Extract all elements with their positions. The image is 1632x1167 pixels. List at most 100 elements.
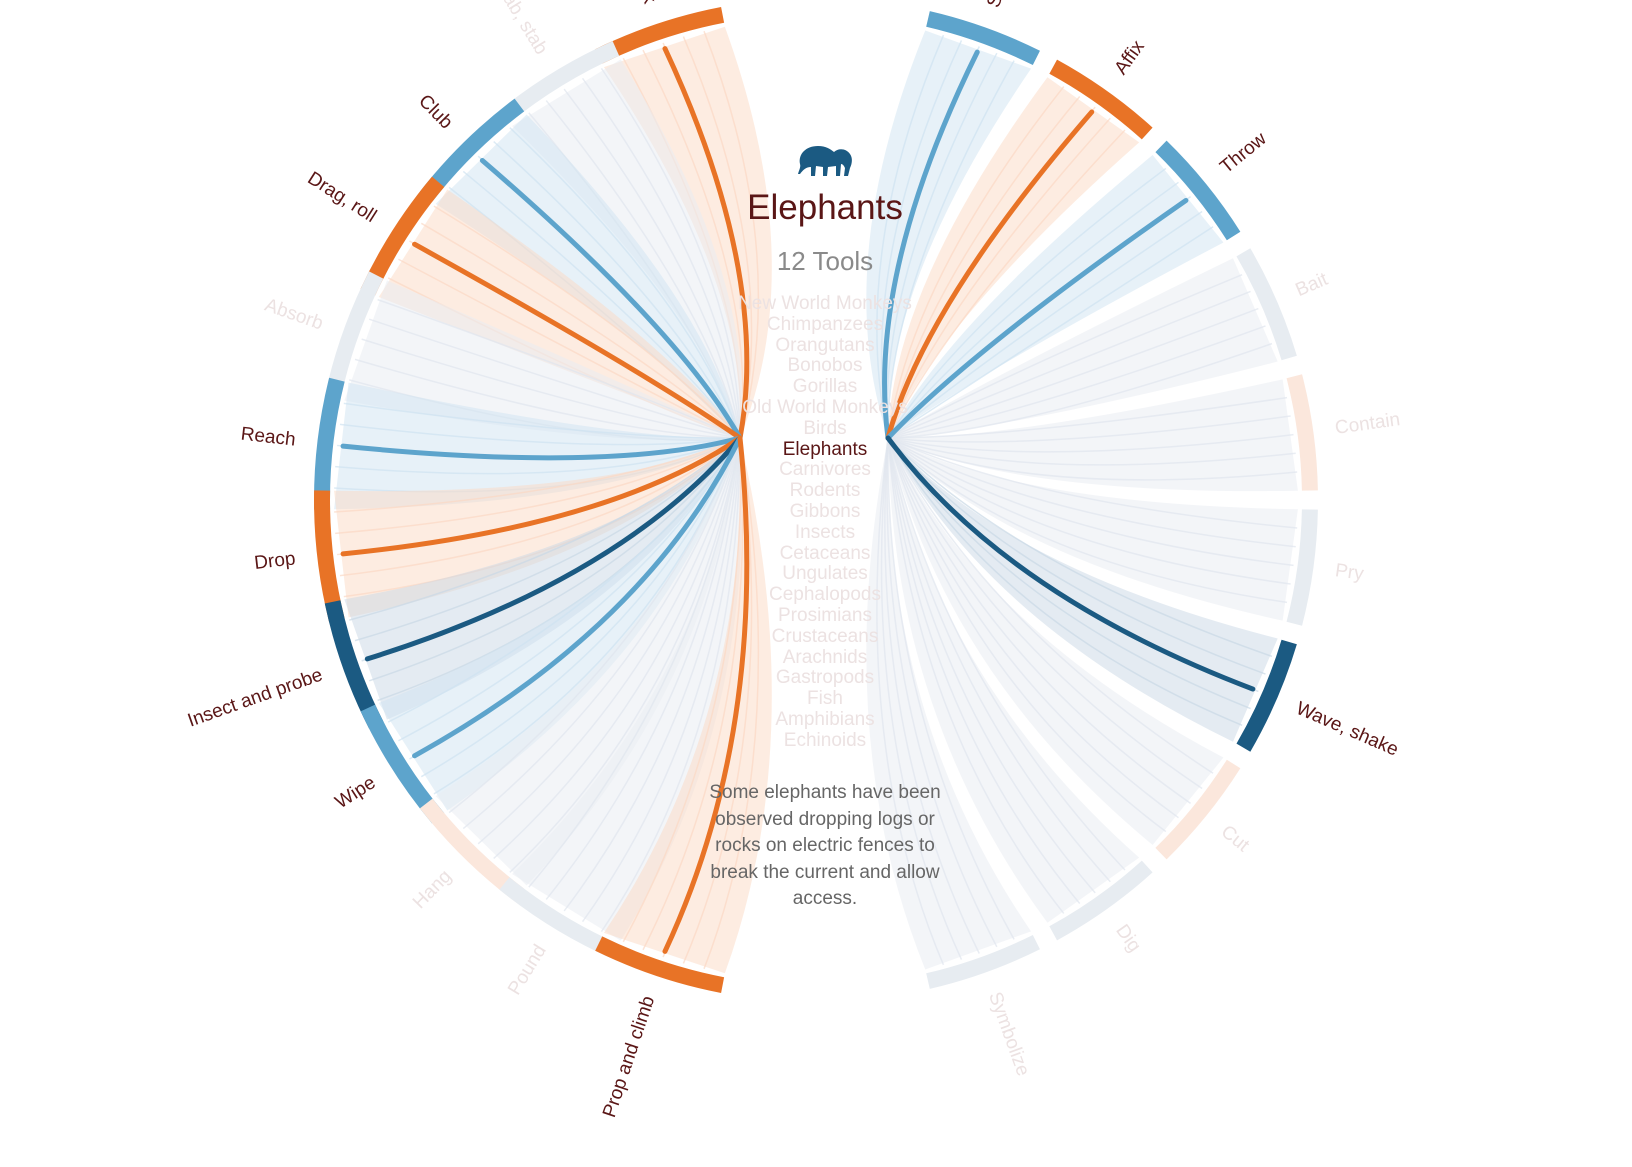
tool-strand xyxy=(887,437,1192,804)
tool-label[interactable]: Pry xyxy=(1334,560,1366,585)
elephant-link-line xyxy=(882,49,980,441)
tool-strand xyxy=(887,437,1266,675)
tool-label[interactable]: Insect and probe xyxy=(185,665,325,732)
tool-arc[interactable] xyxy=(1286,509,1318,626)
tool-strand xyxy=(377,298,741,439)
species-item[interactable]: Echinoids xyxy=(783,729,867,751)
tool-arc[interactable] xyxy=(1049,59,1153,140)
tool-arc[interactable] xyxy=(314,490,345,623)
tool-strand xyxy=(887,437,1243,726)
species-item[interactable]: Cetaceans xyxy=(779,542,871,564)
tool-ribbon xyxy=(888,258,1278,438)
tool-strand xyxy=(887,325,1266,439)
tool-label[interactable]: Block xyxy=(625,0,660,7)
tool-strand xyxy=(887,167,1167,439)
tool-strand xyxy=(462,437,741,830)
tool-label[interactable]: Wipe xyxy=(332,772,380,813)
species-item[interactable]: Arachnids xyxy=(782,646,868,668)
tool-strand xyxy=(477,437,741,845)
tool-label[interactable]: Jab, stab xyxy=(493,0,551,58)
ribbon-layer xyxy=(334,26,1298,974)
tool-strand xyxy=(887,437,1203,790)
tool-label[interactable]: Dig xyxy=(1111,921,1145,956)
tool-ribbon xyxy=(888,77,1140,438)
tool-ribbon xyxy=(344,280,740,441)
tool-strand xyxy=(887,226,1214,439)
tool-arc[interactable] xyxy=(1286,374,1318,491)
tool-strand xyxy=(398,258,741,439)
species-item[interactable]: Cephalopods xyxy=(769,584,881,606)
tool-strand xyxy=(420,437,741,778)
tool-label[interactable]: Throw xyxy=(1216,128,1270,178)
species-item[interactable]: Prosimians xyxy=(778,604,872,626)
species-item[interactable]: Gorillas xyxy=(792,376,858,398)
tool-strand xyxy=(493,141,741,439)
species-item[interactable]: New World Monkeys xyxy=(738,293,912,314)
tool-strand xyxy=(343,402,741,439)
tool-strand xyxy=(887,129,1126,439)
tool-strand xyxy=(887,117,1111,439)
species-item[interactable]: Orangutans xyxy=(775,334,875,356)
tool-strand xyxy=(581,437,741,923)
elephant-link-line xyxy=(479,157,743,441)
species-item[interactable]: Rodents xyxy=(789,480,861,502)
species-item[interactable]: Crustaceans xyxy=(771,625,879,647)
tool-strand xyxy=(545,437,741,900)
tool-ribbon xyxy=(344,438,740,720)
tool-strand xyxy=(887,437,1126,871)
species-item[interactable]: Ungulates xyxy=(782,563,868,585)
species-item[interactable]: Gastropods xyxy=(775,667,875,689)
elephant-link-line xyxy=(885,109,1095,441)
species-item[interactable]: Insects xyxy=(794,521,856,543)
tool-arc[interactable] xyxy=(1049,860,1153,941)
tool-label[interactable]: Prop and climb xyxy=(599,993,659,1120)
tool-strand xyxy=(876,437,945,966)
tool-arc[interactable] xyxy=(1236,639,1297,752)
species-item[interactable]: Birds xyxy=(803,417,847,439)
tool-label[interactable]: Hang xyxy=(409,866,456,913)
species-item[interactable]: Bonobos xyxy=(787,355,863,377)
tool-strand xyxy=(563,437,741,912)
tool-strand xyxy=(368,318,741,439)
tool-arc[interactable] xyxy=(1236,248,1297,361)
elephant-link-line xyxy=(885,197,1189,441)
tool-label[interactable]: Drag, roll xyxy=(304,168,380,227)
tool-label[interactable]: Drop xyxy=(253,548,296,574)
tool-label[interactable]: Club xyxy=(414,91,456,134)
tool-label[interactable]: Wave, shake xyxy=(1293,698,1401,761)
tool-ribbon xyxy=(334,438,740,618)
tool-label[interactable]: Pound xyxy=(504,941,551,999)
tool-strand xyxy=(600,437,741,933)
tool-arc[interactable] xyxy=(1155,759,1241,860)
species-item[interactable]: Elephants xyxy=(782,438,868,460)
tool-arc[interactable] xyxy=(1155,140,1241,241)
tool-label[interactable]: Affix xyxy=(1111,36,1150,78)
tool-label[interactable]: Absorb xyxy=(262,295,326,335)
tool-label[interactable]: Cut xyxy=(1217,821,1254,856)
tool-label[interactable]: Reach xyxy=(240,424,297,451)
species-item[interactable]: Carnivores xyxy=(779,459,871,481)
tool-ribbon xyxy=(866,438,1032,970)
tool-ribbon xyxy=(603,438,772,974)
tool-arc[interactable] xyxy=(926,934,1040,989)
tool-arc[interactable] xyxy=(314,377,345,510)
page-title: Elephants xyxy=(747,188,903,227)
tool-label[interactable]: Bait xyxy=(1293,269,1332,302)
species-item[interactable]: Chimpanzees xyxy=(766,313,884,335)
species-item[interactable]: Amphibians xyxy=(775,708,875,730)
species-panel: Elephants 12 Tools New World Monkeys Chim… xyxy=(690,140,960,752)
tool-strand xyxy=(887,60,1015,439)
species-list: New World Monkeys Chimpanzees Orangutans Bo… xyxy=(690,293,960,752)
tool-label[interactable]: Contain xyxy=(1334,409,1402,439)
tool-strand xyxy=(886,437,998,948)
species-item[interactable]: Fish xyxy=(807,688,843,710)
tool-arc[interactable] xyxy=(595,936,725,993)
species-item[interactable]: Old World Monkeys xyxy=(742,396,908,418)
elephant-link-line xyxy=(412,435,743,759)
tool-label[interactable]: Scratch xyxy=(983,0,1025,10)
tool-arc[interactable] xyxy=(926,11,1040,66)
tool-ribbon xyxy=(435,438,740,886)
species-item[interactable]: Gibbons xyxy=(789,500,861,522)
tool-label[interactable]: Symbolize xyxy=(984,989,1033,1079)
elephant-link-line xyxy=(340,435,743,461)
